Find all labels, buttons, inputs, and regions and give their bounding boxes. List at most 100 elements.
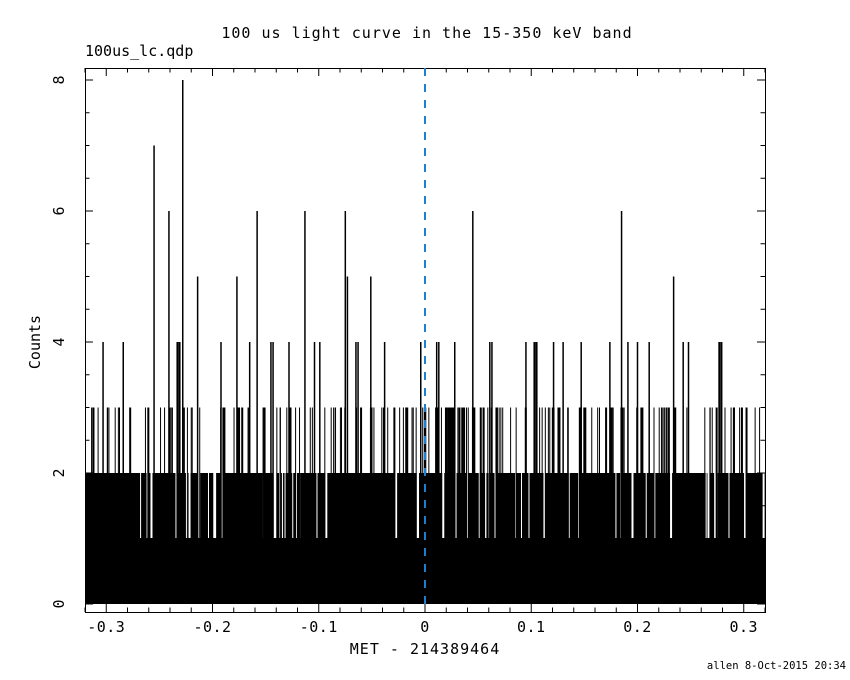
spike-count-5: [236, 276, 238, 604]
count3-line: [733, 407, 735, 604]
count-gap: [316, 473, 318, 538]
count-gap: [140, 473, 142, 538]
spike-count-6: [256, 211, 258, 604]
count3-line: [93, 407, 95, 604]
count3-line: [479, 407, 482, 604]
count3-line: [591, 407, 593, 604]
spike-count-5: [370, 276, 372, 604]
count3-line: [437, 407, 439, 604]
count-gap: [578, 473, 580, 538]
qdp-file-label: 100us_lc.qdp: [85, 42, 193, 60]
count3-line: [549, 407, 551, 604]
y-tick-label: 8: [50, 75, 68, 84]
count3-line: [450, 407, 452, 604]
spike-count-4: [533, 342, 536, 604]
chart-title: 100 us light curve in the 15-350 keV ban…: [221, 24, 632, 42]
count3-line: [295, 407, 297, 604]
count3-line: [129, 407, 132, 604]
count3-line: [92, 407, 95, 604]
count3-line: [288, 407, 292, 604]
count-gap: [146, 473, 148, 538]
count3-line: [147, 407, 150, 604]
count3-line: [658, 407, 660, 604]
count3-line: [237, 407, 241, 604]
y-axis-label: Counts: [26, 315, 44, 369]
count3-line: [114, 407, 116, 604]
count3-line: [373, 407, 375, 604]
count-gap: [150, 473, 153, 538]
spike-count-4: [491, 342, 493, 604]
count3-line: [539, 407, 541, 604]
axis-ticks: [84, 68, 766, 612]
tick-marks: [84, 68, 766, 612]
y-tick-label: 6: [50, 206, 68, 215]
count-gap: [631, 473, 634, 538]
count-gap: [188, 473, 191, 538]
spike-count-4: [454, 342, 456, 604]
count3-line: [405, 407, 409, 604]
count3-line: [686, 407, 688, 604]
count-gap: [198, 473, 201, 538]
count3-line: [108, 407, 110, 604]
count3-line: [435, 407, 437, 604]
count3-line: [449, 407, 451, 604]
count-gap: [707, 473, 710, 538]
spike-count-6: [344, 211, 347, 604]
count-gap: [221, 473, 224, 538]
count3-line: [640, 407, 644, 604]
x-tick-label: 0.3: [729, 618, 758, 636]
count3-line: [382, 407, 384, 604]
count3-line: [483, 407, 485, 604]
spike-count-4: [438, 342, 440, 604]
spike-count-5: [346, 276, 349, 604]
count3-line: [276, 407, 278, 604]
count3-line: [415, 407, 417, 604]
spike-count-4: [220, 342, 222, 604]
spike-count-4: [272, 342, 274, 604]
count3-line: [286, 407, 288, 604]
count3-line: [724, 407, 726, 604]
count-gap: [528, 473, 530, 538]
count3-line: [333, 407, 335, 604]
count-gap: [292, 473, 294, 538]
x-tick-label: -0.1: [300, 618, 338, 636]
count3-line: [621, 407, 624, 604]
x-tick-label: 0.1: [517, 618, 546, 636]
count3-line: [567, 407, 569, 604]
count3-line: [171, 407, 173, 604]
spike-count-6: [168, 211, 170, 604]
count3-line: [715, 407, 718, 604]
count-gap: [714, 473, 717, 538]
count3-line: [467, 407, 469, 604]
x-tick-label: 0.2: [623, 618, 652, 636]
count3-line: [459, 407, 461, 604]
count3-line: [461, 407, 463, 604]
count3-line: [551, 407, 553, 604]
count3-line: [458, 407, 460, 604]
count-gap: [705, 473, 707, 538]
spike-count-4: [525, 342, 527, 604]
count3-line: [759, 407, 761, 604]
count3-line: [451, 407, 454, 604]
credit-stamp: allen 8-Oct-2015 20:34: [707, 660, 846, 672]
count3-line: [339, 407, 341, 604]
y-tick-labels: 0 2 4 6 8: [50, 75, 68, 608]
count3-line: [117, 407, 119, 604]
spike-count-5: [196, 276, 199, 604]
count3-line: [500, 407, 502, 604]
x-tick-label: -0.2: [193, 618, 231, 636]
count3-line: [247, 407, 249, 604]
count3-line: [612, 407, 614, 604]
count3-line: [393, 407, 396, 604]
count-gap: [214, 473, 217, 538]
count3-line: [597, 407, 599, 604]
count3-line: [190, 407, 192, 604]
spike-count-7: [153, 145, 155, 604]
count-gap: [442, 473, 445, 538]
count3-line: [461, 407, 463, 604]
count3-line: [515, 407, 517, 604]
spike-count-6: [620, 211, 623, 604]
count3-line: [399, 407, 401, 604]
count-gap: [295, 473, 297, 538]
x-tick-labels: -0.3 -0.2 -0.1 0 0.1 0.2 0.3: [87, 618, 758, 636]
